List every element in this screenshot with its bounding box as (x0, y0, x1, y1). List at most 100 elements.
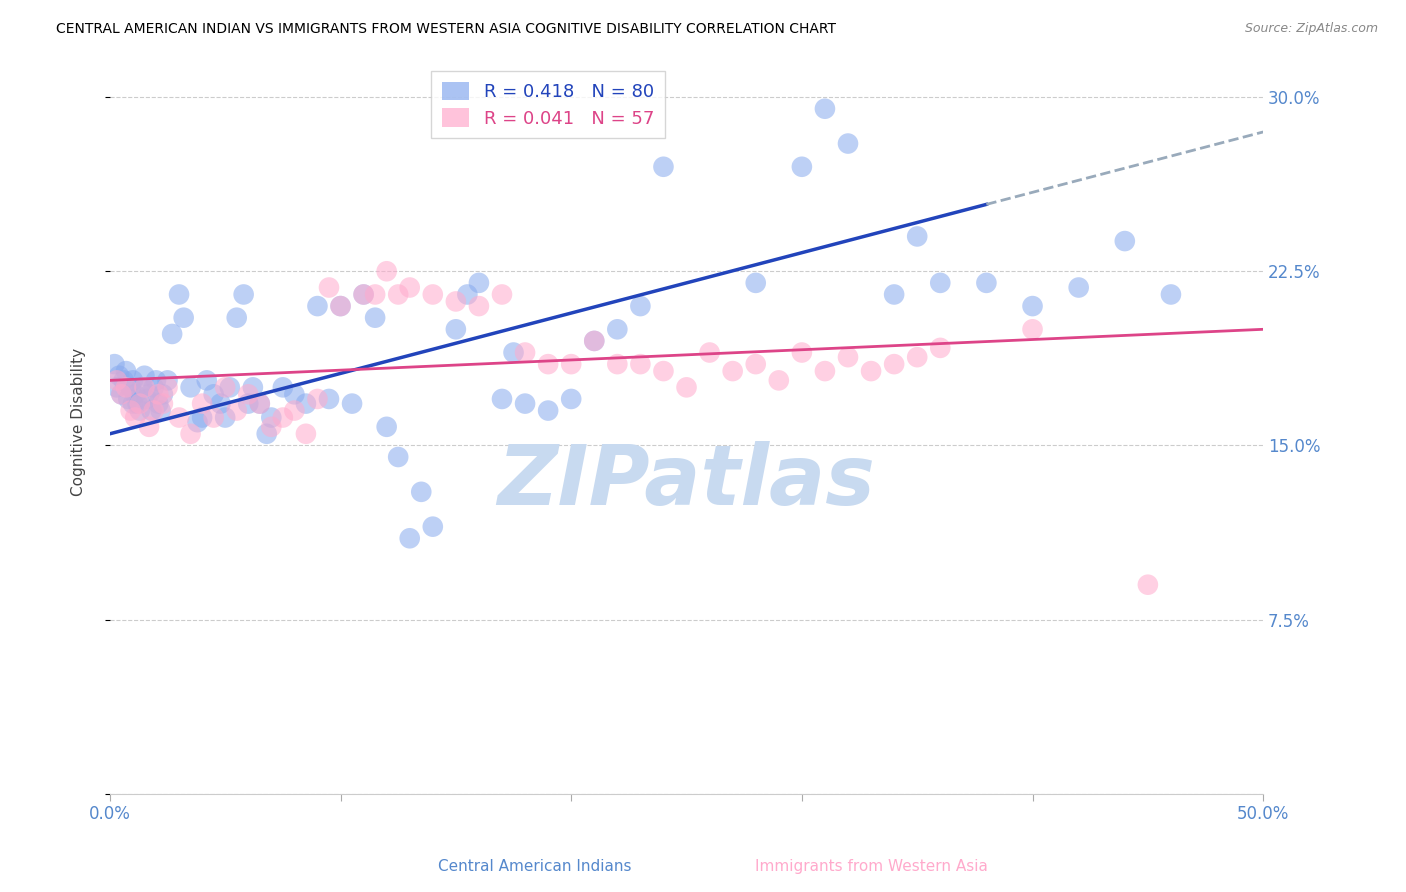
Point (138, 387, 160, 401)
Point (152, 387, 174, 401)
Point (238, 396, 260, 410)
Y-axis label: Cognitive Disability: Cognitive Disability (72, 348, 86, 496)
Point (149, 403, 172, 417)
Point (768, 373, 790, 387)
Point (837, 136, 859, 151)
Point (122, 396, 145, 410)
Point (790, 345, 813, 359)
Point (411, 484, 433, 499)
Point (141, 403, 163, 417)
Point (283, 403, 305, 417)
Point (468, 276, 491, 290)
Point (905, 229, 928, 244)
Point (202, 387, 225, 401)
Point (145, 373, 167, 387)
Point (745, 357, 768, 371)
Point (127, 396, 149, 410)
Point (468, 299, 491, 313)
Point (148, 396, 170, 410)
Point (444, 322, 467, 336)
Point (513, 396, 536, 410)
Text: Immigrants from Western Asia: Immigrants from Western Asia (755, 859, 988, 874)
Point (814, 102, 837, 116)
Point (1067, 280, 1090, 294)
Text: CENTRAL AMERICAN INDIAN VS IMMIGRANTS FROM WESTERN ASIA COGNITIVE DISABILITY COR: CENTRAL AMERICAN INDIAN VS IMMIGRANTS FR… (56, 22, 837, 37)
Point (271, 380, 294, 394)
Point (122, 373, 145, 387)
Point (456, 287, 478, 301)
Point (364, 310, 387, 325)
Point (398, 531, 420, 545)
Point (180, 426, 202, 441)
Point (260, 419, 283, 434)
Point (560, 392, 582, 406)
Point (606, 322, 628, 336)
Point (929, 341, 952, 355)
Point (1021, 322, 1043, 336)
Point (537, 403, 560, 417)
Point (214, 380, 236, 394)
Point (191, 396, 214, 410)
Point (142, 403, 165, 417)
Text: Central American Indians: Central American Indians (437, 859, 631, 874)
Point (583, 334, 606, 348)
Point (790, 160, 813, 174)
Point (105, 373, 128, 387)
Point (138, 419, 160, 434)
Point (560, 357, 582, 371)
Point (134, 380, 156, 394)
Point (167, 410, 190, 425)
Point (860, 364, 883, 378)
Point (173, 310, 195, 325)
Point (191, 410, 214, 425)
Point (238, 387, 260, 401)
Point (225, 403, 247, 417)
Point (652, 364, 675, 378)
Point (814, 364, 837, 378)
Point (652, 160, 675, 174)
Point (295, 396, 318, 410)
Point (218, 380, 240, 394)
Point (513, 345, 536, 359)
Point (283, 387, 305, 401)
Point (491, 392, 513, 406)
Point (318, 392, 340, 406)
Point (606, 357, 628, 371)
Point (353, 287, 375, 301)
Point (209, 396, 232, 410)
Point (1136, 578, 1159, 592)
Point (883, 287, 905, 301)
Text: ZIPatlas: ZIPatlas (498, 442, 876, 522)
Point (491, 287, 513, 301)
Point (976, 276, 998, 290)
Point (1021, 299, 1043, 313)
Point (260, 410, 283, 425)
Point (905, 350, 928, 364)
Point (583, 334, 606, 348)
Point (160, 326, 183, 341)
Point (186, 415, 208, 429)
Point (167, 287, 190, 301)
Point (152, 396, 174, 410)
Point (232, 287, 254, 301)
Point (142, 380, 165, 394)
Point (444, 294, 467, 309)
Point (837, 350, 859, 364)
Point (112, 373, 135, 387)
Point (120, 403, 142, 417)
Point (108, 368, 131, 383)
Point (214, 410, 236, 425)
Point (124, 410, 146, 425)
Point (375, 264, 398, 278)
Point (148, 387, 170, 401)
Point (387, 287, 409, 301)
Point (675, 380, 697, 394)
Point (929, 276, 952, 290)
Point (156, 380, 179, 394)
Point (103, 357, 125, 371)
Point (318, 280, 340, 294)
Point (128, 403, 150, 417)
Point (105, 380, 128, 394)
Point (124, 387, 146, 401)
Point (353, 287, 375, 301)
